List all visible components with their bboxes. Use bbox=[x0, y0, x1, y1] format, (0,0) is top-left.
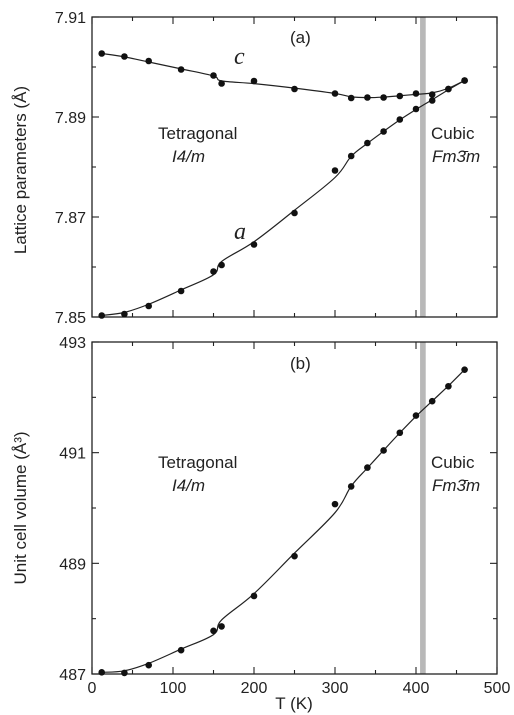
data-point-a bbox=[250, 241, 258, 248]
x-tick-label: 0 bbox=[88, 680, 97, 697]
data-point-c bbox=[380, 94, 387, 101]
series-label-c: c bbox=[234, 44, 245, 70]
phase-group-cubic-a: Fm3̄m bbox=[432, 147, 480, 166]
data-point-c bbox=[210, 72, 217, 79]
x-tick-label: 500 bbox=[484, 680, 511, 697]
panel-label-a: (a) bbox=[290, 28, 311, 47]
panel-b: 0 100 200 300 400 500 487 489 491 493 (b) Tetrago… bbox=[11, 335, 510, 713]
data-point-a bbox=[145, 302, 152, 310]
fit-lines-b bbox=[101, 369, 466, 673]
fit-line-volume bbox=[101, 369, 466, 673]
data-point-a bbox=[331, 167, 339, 174]
data-point-volume bbox=[364, 464, 371, 471]
data-point-a bbox=[380, 128, 387, 135]
data-point-volume bbox=[428, 397, 436, 405]
data-point-volume bbox=[98, 669, 106, 676]
data-point-volume bbox=[291, 552, 298, 560]
data-point-a bbox=[347, 152, 355, 160]
data-point-a bbox=[461, 77, 468, 84]
axis-ticks-a: 7.85 7.87 7.89 7.91 bbox=[55, 10, 498, 327]
y-axis-title-b: Unit cell volume (Å³) bbox=[11, 431, 30, 584]
fit-line-a bbox=[101, 79, 465, 317]
data-point-c bbox=[98, 50, 106, 57]
panel-label-b: (b) bbox=[290, 354, 311, 373]
data-point-c bbox=[291, 85, 298, 93]
data-point-volume bbox=[380, 447, 387, 454]
data-point-c bbox=[364, 94, 371, 101]
phase-name-cubic-a: Cubic bbox=[431, 124, 475, 143]
y-tick-label: 7.91 bbox=[55, 10, 86, 27]
data-point-c bbox=[428, 91, 436, 98]
data-point-a bbox=[412, 105, 420, 113]
x-tick-label: 100 bbox=[160, 680, 187, 697]
data-point-c bbox=[331, 90, 339, 97]
data-point-volume bbox=[331, 500, 339, 508]
data-point-a bbox=[177, 287, 185, 295]
y-tick-label: 7.87 bbox=[55, 210, 86, 227]
plot-frame-a bbox=[91, 16, 498, 318]
data-point-a bbox=[218, 261, 225, 269]
data-point-c bbox=[396, 92, 404, 100]
data-point-volume bbox=[250, 592, 258, 600]
phase-group-tetragonal-b: I4/m bbox=[172, 476, 205, 495]
data-point-c bbox=[121, 53, 128, 60]
data-point-a bbox=[121, 310, 128, 318]
x-tick-label: 300 bbox=[322, 680, 349, 697]
phase-group-cubic-b: Fm3̄m bbox=[432, 476, 480, 495]
series-label-a: a bbox=[234, 219, 246, 245]
transition-band-b bbox=[420, 342, 426, 674]
data-points-a bbox=[98, 50, 468, 319]
phase-name-tetragonal-b: Tetragonal bbox=[158, 453, 237, 472]
data-point-volume bbox=[445, 382, 452, 390]
data-point-volume bbox=[461, 366, 468, 373]
y-axis-title-a: Lattice parameters (Å) bbox=[11, 86, 30, 254]
data-point-a bbox=[291, 209, 298, 217]
phase-name-tetragonal-a: Tetragonal bbox=[158, 124, 237, 143]
data-point-volume bbox=[177, 646, 185, 654]
transition-band-a bbox=[420, 17, 426, 317]
data-point-volume bbox=[218, 623, 225, 630]
x-tick-label: 200 bbox=[241, 680, 268, 697]
axis-ticks-b: 0 100 200 300 400 500 487 489 491 493 bbox=[59, 335, 510, 697]
y-tick-label: 493 bbox=[59, 335, 86, 352]
data-points-b bbox=[98, 366, 468, 677]
data-point-volume bbox=[412, 412, 420, 419]
data-point-a bbox=[396, 116, 404, 123]
data-point-a bbox=[98, 312, 106, 319]
data-point-volume bbox=[121, 669, 128, 677]
data-point-c bbox=[250, 77, 258, 85]
data-point-a bbox=[428, 97, 436, 104]
x-axis-title: T (K) bbox=[275, 694, 312, 713]
fit-line-c bbox=[101, 52, 465, 99]
data-point-a bbox=[210, 268, 217, 275]
data-point-c bbox=[347, 94, 355, 102]
x-tick-label: 400 bbox=[403, 680, 430, 697]
y-tick-label: 489 bbox=[59, 556, 86, 573]
phase-name-cubic-b: Cubic bbox=[431, 453, 475, 472]
panel-a: 7.85 7.87 7.89 7.91 (a) c a Tetragonal I4/m… bbox=[11, 10, 498, 327]
data-point-volume bbox=[210, 627, 217, 635]
data-point-c bbox=[218, 80, 225, 87]
data-point-volume bbox=[396, 429, 404, 437]
y-tick-label: 7.85 bbox=[55, 310, 86, 327]
data-point-c bbox=[177, 66, 185, 73]
data-point-volume bbox=[347, 483, 355, 490]
fit-lines-a bbox=[101, 52, 465, 317]
data-point-volume bbox=[145, 661, 152, 669]
y-tick-label: 491 bbox=[59, 446, 86, 463]
plot-frame-b bbox=[91, 341, 498, 675]
data-point-c bbox=[145, 57, 152, 65]
phase-group-tetragonal-a: I4/m bbox=[172, 147, 205, 166]
y-tick-label: 487 bbox=[59, 667, 86, 684]
data-point-c bbox=[412, 90, 420, 97]
y-tick-label: 7.89 bbox=[55, 110, 86, 127]
data-point-a bbox=[364, 139, 371, 147]
data-point-a bbox=[445, 85, 452, 93]
